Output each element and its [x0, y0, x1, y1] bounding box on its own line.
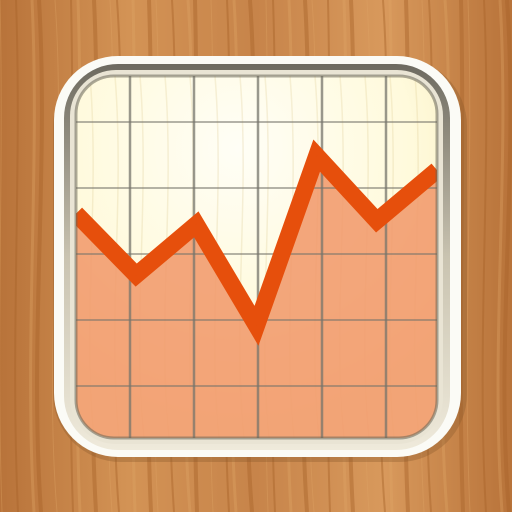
wood-grain-stripe — [458, 0, 465, 512]
wood-grain-stripe — [0, 0, 3, 512]
wood-grain-stripe — [35, 0, 44, 512]
wood-grain-stripe — [496, 0, 505, 512]
chart-point — [195, 223, 197, 225]
wood-grain-stripe — [29, 0, 36, 512]
screen-rim — [74, 74, 439, 440]
chart-area-fill — [76, 155, 437, 438]
wood-grain-stripe — [481, 0, 488, 512]
wood-grain-stripe — [466, 0, 471, 512]
chart-point — [316, 155, 318, 157]
chart-screen — [76, 76, 437, 438]
wood-grain-stripe — [14, 0, 19, 512]
wood-grain-stripe — [502, 0, 512, 512]
chart-point — [135, 274, 137, 276]
chart-point — [376, 220, 378, 222]
chart-point — [256, 325, 257, 327]
